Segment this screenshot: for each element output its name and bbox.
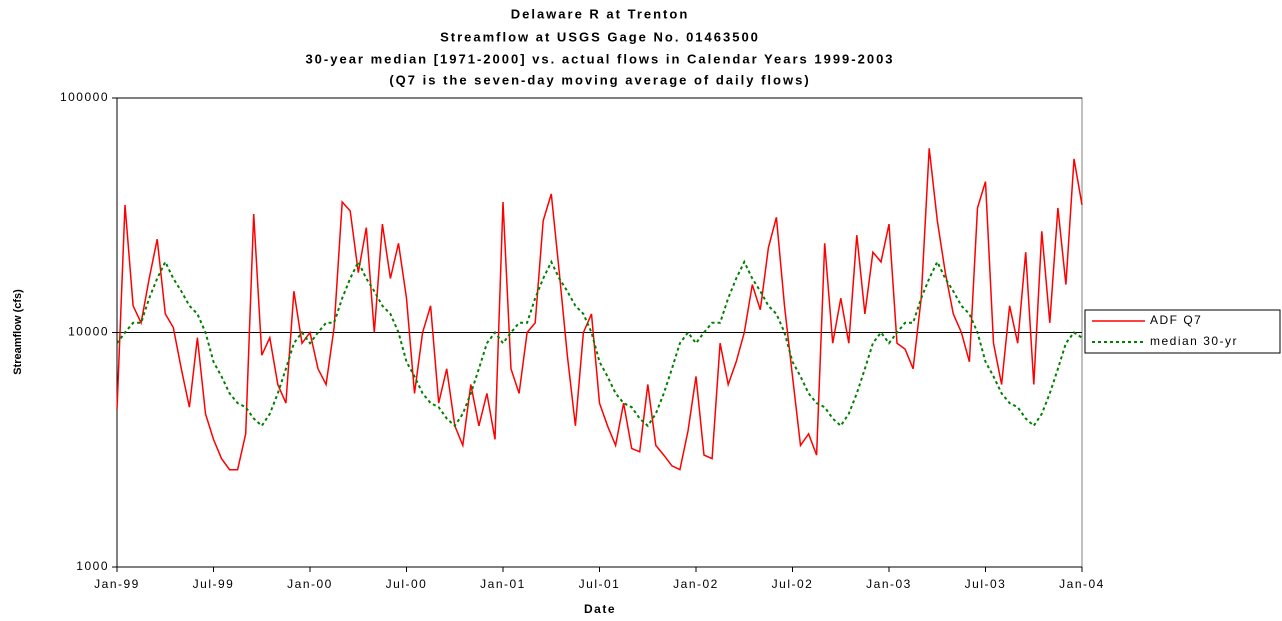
y-axis-label: Streamflow (cfs) xyxy=(12,289,24,375)
x-tick-label: Jul-01 xyxy=(579,577,621,591)
x-tick-label: Jan-01 xyxy=(480,577,526,591)
x-tick-label: Jul-00 xyxy=(386,577,428,591)
x-tick-label: Jul-02 xyxy=(772,577,814,591)
chart-title: Streamflow at USGS Gage No. 01463500 xyxy=(440,29,760,44)
x-tick-label: Jan-99 xyxy=(94,577,140,591)
y-tick-label: 10000 xyxy=(68,325,109,339)
x-tick-label: Jan-02 xyxy=(673,577,719,591)
x-tick-label: Jan-00 xyxy=(287,577,333,591)
x-tick-label: Jul-03 xyxy=(965,577,1007,591)
chart-title: Delaware R at Trenton xyxy=(511,6,690,21)
x-tick-label: Jan-04 xyxy=(1059,577,1105,591)
series-line xyxy=(116,259,1083,428)
legend-label: ADF Q7 xyxy=(1150,313,1202,327)
y-tick-label: 1000 xyxy=(76,559,109,573)
legend-box xyxy=(1084,309,1281,354)
x-tick-label: Jan-03 xyxy=(866,577,912,591)
legend-label: median 30-yr xyxy=(1150,334,1238,348)
series-line xyxy=(116,148,1083,471)
x-tick-label: Jul-99 xyxy=(193,577,235,591)
x-axis-label: Date xyxy=(584,602,616,616)
y-tick-label: 100000 xyxy=(60,90,109,104)
chart-title: 30-year median [1971-2000] vs. actual fl… xyxy=(305,51,894,66)
chart-title: (Q7 is the seven-day moving average of d… xyxy=(389,72,810,87)
